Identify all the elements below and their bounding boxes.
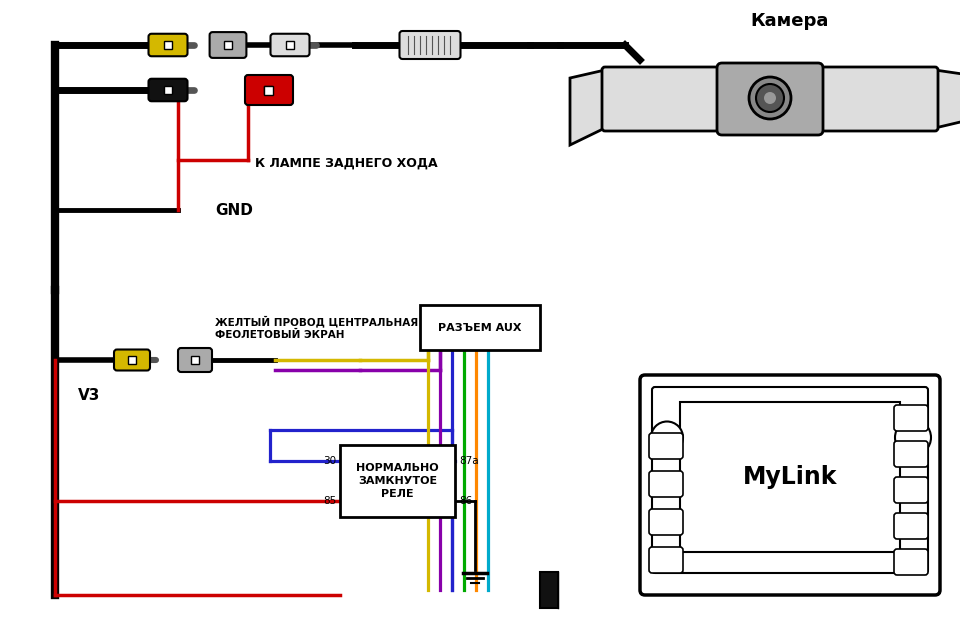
FancyBboxPatch shape [540,572,558,608]
FancyBboxPatch shape [649,433,683,459]
FancyBboxPatch shape [894,441,928,467]
FancyBboxPatch shape [649,509,683,535]
Polygon shape [935,70,960,128]
FancyBboxPatch shape [164,41,172,49]
Circle shape [895,419,931,456]
Text: ФЕОЛЕТОВЫЙ ЭКРАН: ФЕОЛЕТОВЫЙ ЭКРАН [215,330,345,340]
FancyBboxPatch shape [894,477,928,503]
FancyBboxPatch shape [420,305,540,350]
FancyBboxPatch shape [680,402,900,552]
FancyBboxPatch shape [640,375,940,595]
FancyBboxPatch shape [340,445,455,517]
Circle shape [651,422,683,454]
FancyBboxPatch shape [649,547,683,573]
Text: РАЗЪЕМ AUX: РАЗЪЕМ AUX [439,323,521,332]
FancyBboxPatch shape [149,34,187,56]
FancyBboxPatch shape [129,356,135,364]
FancyBboxPatch shape [191,356,199,364]
Text: MyLink: MyLink [743,465,837,489]
Text: 30: 30 [323,456,336,466]
Text: V3: V3 [78,387,101,403]
FancyBboxPatch shape [264,86,273,95]
Text: 85: 85 [323,496,336,506]
FancyBboxPatch shape [209,32,247,58]
FancyBboxPatch shape [251,78,285,102]
Circle shape [749,77,791,119]
Circle shape [764,92,776,104]
FancyBboxPatch shape [149,79,187,101]
Text: ЖЕЛТЫЙ ПРОВОД ЦЕНТРАЛЬНАЯ ЖИЛА: ЖЕЛТЫЙ ПРОВОД ЦЕНТРАЛЬНАЯ ЖИЛА [215,315,460,327]
FancyBboxPatch shape [894,405,928,431]
Circle shape [756,84,784,112]
FancyBboxPatch shape [178,348,212,372]
Text: Камера: Камера [751,12,829,30]
FancyBboxPatch shape [602,67,938,131]
FancyBboxPatch shape [114,350,150,371]
Text: 87а: 87а [459,456,479,466]
Text: 86: 86 [459,496,472,506]
FancyBboxPatch shape [894,513,928,539]
FancyBboxPatch shape [399,31,461,59]
FancyBboxPatch shape [245,75,293,105]
Text: GND: GND [215,203,252,217]
FancyBboxPatch shape [652,387,928,573]
FancyBboxPatch shape [894,549,928,575]
FancyBboxPatch shape [649,471,683,497]
FancyBboxPatch shape [717,63,823,135]
Text: К ЛАМПЕ ЗАДНЕГО ХОДА: К ЛАМПЕ ЗАДНЕГО ХОДА [255,157,438,169]
Text: НОРМАЛЬНО
ЗАМКНУТОЕ
РЕЛЕ: НОРМАЛЬНО ЗАМКНУТОЕ РЕЛЕ [356,463,439,499]
FancyBboxPatch shape [264,86,272,94]
FancyBboxPatch shape [271,34,309,56]
FancyBboxPatch shape [286,41,294,49]
FancyBboxPatch shape [164,86,172,94]
Polygon shape [570,70,605,145]
FancyBboxPatch shape [224,41,232,49]
